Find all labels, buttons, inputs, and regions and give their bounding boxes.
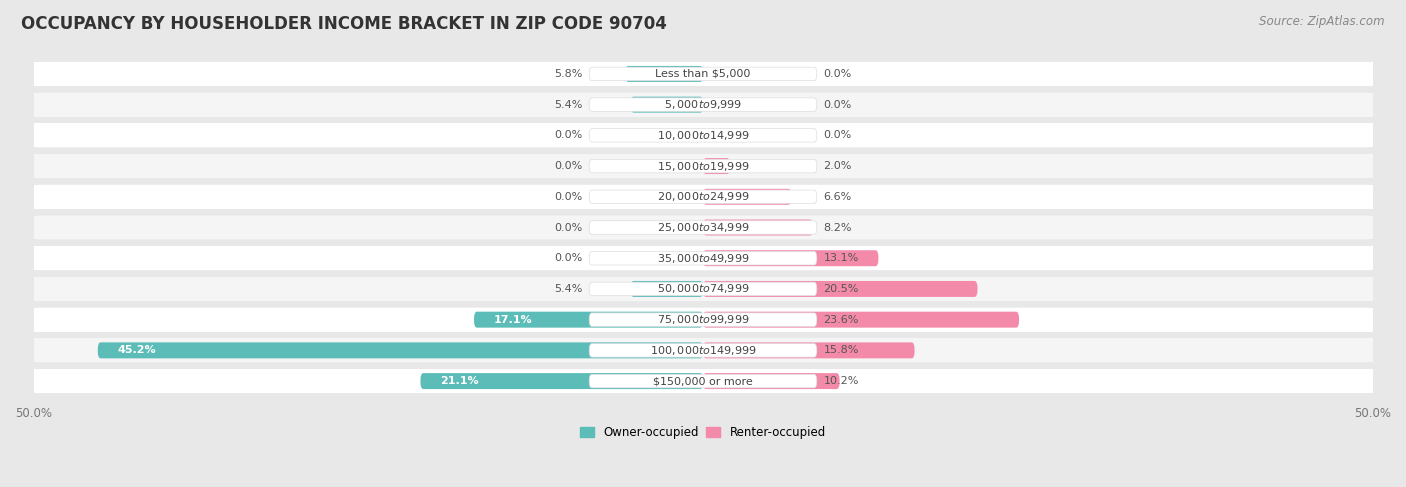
- Bar: [34, 369, 1372, 393]
- FancyBboxPatch shape: [703, 281, 977, 297]
- Text: 0.0%: 0.0%: [824, 100, 852, 110]
- Text: $150,000 or more: $150,000 or more: [654, 376, 752, 386]
- FancyBboxPatch shape: [589, 129, 817, 142]
- Text: 45.2%: 45.2%: [118, 345, 156, 356]
- Text: 5.4%: 5.4%: [554, 100, 582, 110]
- FancyBboxPatch shape: [626, 66, 703, 82]
- FancyBboxPatch shape: [589, 282, 817, 296]
- Bar: [34, 216, 1372, 240]
- Bar: [34, 277, 1372, 301]
- Bar: [34, 154, 1372, 178]
- Text: 0.0%: 0.0%: [824, 131, 852, 140]
- Bar: [34, 123, 1372, 148]
- FancyBboxPatch shape: [703, 342, 914, 358]
- FancyBboxPatch shape: [34, 246, 1372, 270]
- FancyBboxPatch shape: [589, 313, 817, 326]
- FancyBboxPatch shape: [589, 221, 817, 234]
- Legend: Owner-occupied, Renter-occupied: Owner-occupied, Renter-occupied: [575, 421, 831, 444]
- Bar: [34, 185, 1372, 209]
- Text: 0.0%: 0.0%: [554, 131, 582, 140]
- Bar: [34, 62, 1372, 86]
- FancyBboxPatch shape: [589, 190, 817, 204]
- Text: OCCUPANCY BY HOUSEHOLDER INCOME BRACKET IN ZIP CODE 90704: OCCUPANCY BY HOUSEHOLDER INCOME BRACKET …: [21, 15, 666, 33]
- Text: 0.0%: 0.0%: [554, 223, 582, 232]
- FancyBboxPatch shape: [34, 369, 1372, 393]
- Text: $75,000 to $99,999: $75,000 to $99,999: [657, 313, 749, 326]
- Bar: [34, 246, 1372, 270]
- Text: $25,000 to $34,999: $25,000 to $34,999: [657, 221, 749, 234]
- Text: 21.1%: 21.1%: [440, 376, 479, 386]
- Text: 15.8%: 15.8%: [824, 345, 859, 356]
- FancyBboxPatch shape: [703, 373, 839, 389]
- FancyBboxPatch shape: [703, 220, 813, 236]
- Text: 10.2%: 10.2%: [824, 376, 859, 386]
- Text: $15,000 to $19,999: $15,000 to $19,999: [657, 160, 749, 172]
- Text: 5.8%: 5.8%: [554, 69, 582, 79]
- FancyBboxPatch shape: [589, 375, 817, 388]
- FancyBboxPatch shape: [34, 62, 1372, 86]
- FancyBboxPatch shape: [34, 154, 1372, 178]
- Text: 8.2%: 8.2%: [824, 223, 852, 232]
- Text: 0.0%: 0.0%: [554, 161, 582, 171]
- FancyBboxPatch shape: [589, 344, 817, 357]
- Bar: [34, 93, 1372, 116]
- Text: $5,000 to $9,999: $5,000 to $9,999: [664, 98, 742, 111]
- FancyBboxPatch shape: [34, 93, 1372, 116]
- Text: $10,000 to $14,999: $10,000 to $14,999: [657, 129, 749, 142]
- FancyBboxPatch shape: [589, 98, 817, 112]
- Text: $50,000 to $74,999: $50,000 to $74,999: [657, 282, 749, 296]
- Text: $35,000 to $49,999: $35,000 to $49,999: [657, 252, 749, 265]
- Text: 0.0%: 0.0%: [824, 69, 852, 79]
- FancyBboxPatch shape: [34, 185, 1372, 209]
- Text: Source: ZipAtlas.com: Source: ZipAtlas.com: [1260, 15, 1385, 28]
- FancyBboxPatch shape: [420, 373, 703, 389]
- Text: 17.1%: 17.1%: [494, 315, 533, 325]
- Text: 20.5%: 20.5%: [824, 284, 859, 294]
- FancyBboxPatch shape: [34, 123, 1372, 148]
- FancyBboxPatch shape: [703, 312, 1019, 328]
- Text: 0.0%: 0.0%: [554, 253, 582, 263]
- FancyBboxPatch shape: [631, 281, 703, 297]
- Text: 6.6%: 6.6%: [824, 192, 852, 202]
- Bar: [34, 338, 1372, 362]
- FancyBboxPatch shape: [703, 189, 792, 205]
- FancyBboxPatch shape: [474, 312, 703, 328]
- FancyBboxPatch shape: [589, 251, 817, 265]
- FancyBboxPatch shape: [98, 342, 703, 358]
- Text: 5.4%: 5.4%: [554, 284, 582, 294]
- FancyBboxPatch shape: [703, 250, 879, 266]
- Text: 2.0%: 2.0%: [824, 161, 852, 171]
- Text: 23.6%: 23.6%: [824, 315, 859, 325]
- FancyBboxPatch shape: [631, 96, 703, 112]
- FancyBboxPatch shape: [589, 159, 817, 173]
- Text: $100,000 to $149,999: $100,000 to $149,999: [650, 344, 756, 357]
- Text: 13.1%: 13.1%: [824, 253, 859, 263]
- Text: $20,000 to $24,999: $20,000 to $24,999: [657, 190, 749, 203]
- FancyBboxPatch shape: [34, 308, 1372, 332]
- FancyBboxPatch shape: [34, 216, 1372, 240]
- FancyBboxPatch shape: [34, 338, 1372, 362]
- Text: 0.0%: 0.0%: [554, 192, 582, 202]
- FancyBboxPatch shape: [34, 277, 1372, 301]
- Bar: [34, 308, 1372, 332]
- Text: Less than $5,000: Less than $5,000: [655, 69, 751, 79]
- FancyBboxPatch shape: [703, 158, 730, 174]
- FancyBboxPatch shape: [589, 67, 817, 81]
